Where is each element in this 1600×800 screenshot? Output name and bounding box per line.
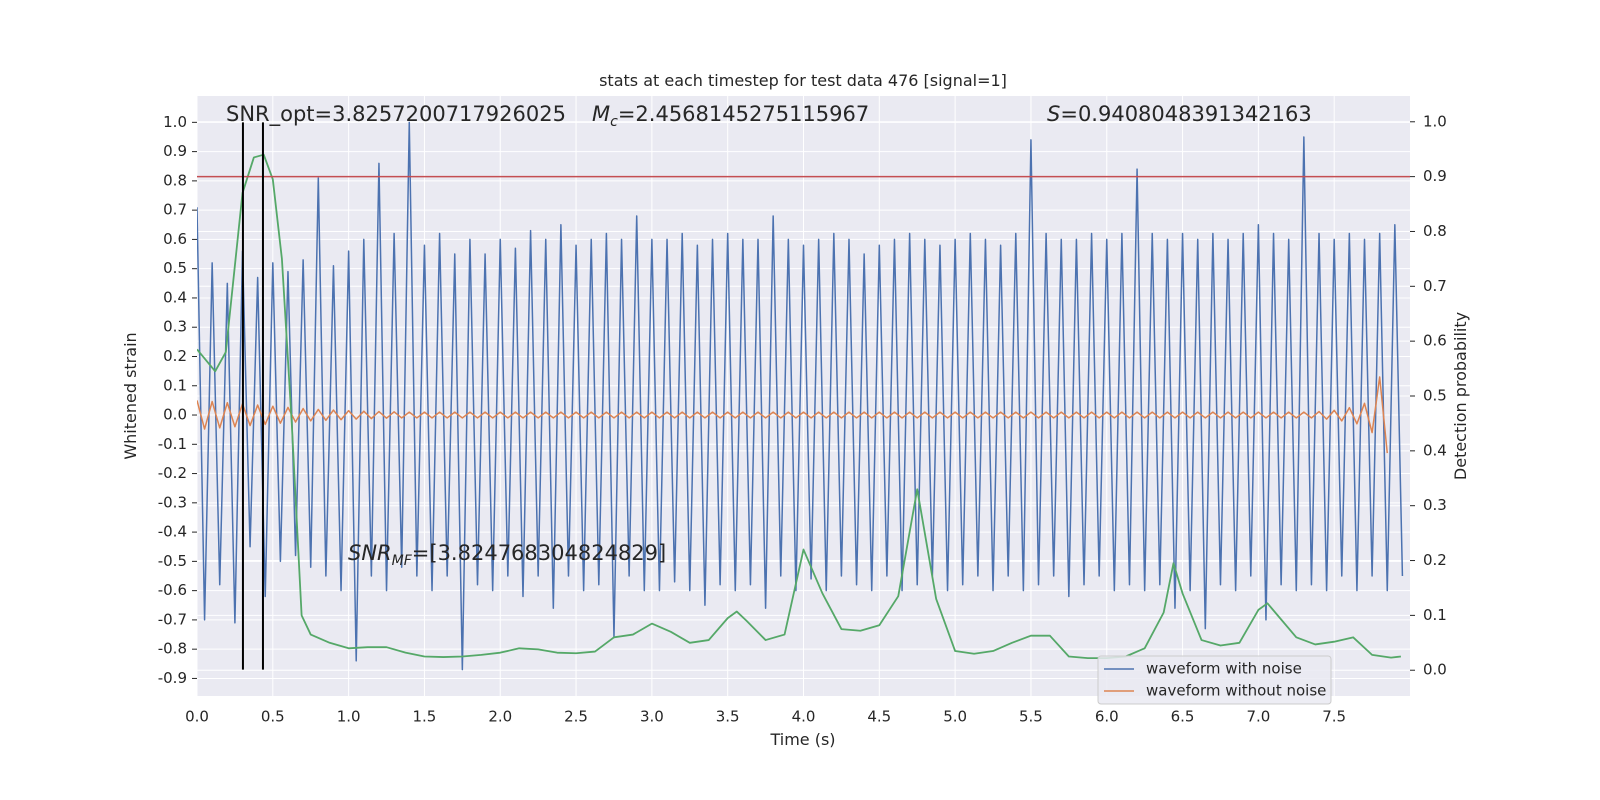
x-tick-label: 0.0 (185, 708, 209, 726)
y2-tick-label: 0.5 (1423, 387, 1447, 405)
y-axis-label: Whitened strain (121, 332, 140, 459)
annotation-snr-mf: SNRMF=[3.824768304824829] (348, 541, 666, 569)
series-line (197, 376, 1389, 454)
legend-label: waveform with noise (1146, 660, 1302, 678)
annotation-s: S=0.9408048391342163 (1047, 102, 1312, 126)
y2-tick-label: 0.6 (1423, 332, 1447, 350)
legend-box (1097, 655, 1332, 705)
y-tick-label: -0.9 (158, 669, 187, 687)
y2-tick-label: 0.8 (1423, 222, 1447, 240)
y-tick-label: 0.5 (163, 259, 187, 277)
y-tick-label: 0.6 (163, 230, 187, 248)
x-tick-label: 5.5 (1019, 708, 1043, 726)
x-tick-label: 5.0 (943, 708, 967, 726)
series-line (197, 121, 1404, 671)
x-tick-label: 0.5 (261, 708, 285, 726)
annotation-value: =2.4568145275115967 (618, 102, 869, 126)
x-tick-label: 7.0 (1246, 708, 1270, 726)
annotation-symbol: M (592, 102, 610, 126)
grid (196, 96, 1410, 696)
x-tick-label: 3.5 (716, 708, 740, 726)
x-tick-label: 4.5 (867, 708, 891, 726)
y2-tick-label: 0.4 (1423, 441, 1447, 459)
y-tick-label: 0.8 (163, 171, 187, 189)
y-tick-label: -0.8 (158, 640, 187, 658)
y2-tick-label: 0.3 (1423, 496, 1447, 514)
annotation-subscript: c (610, 114, 618, 130)
y-tick-label: 0.3 (163, 318, 187, 336)
y-tick-label: -0.1 (158, 435, 187, 453)
legend: waveform with noise waveform without noi… (1097, 655, 1332, 705)
plot-marks (197, 121, 1410, 671)
x-tick-label: 2.0 (488, 708, 512, 726)
y-tick-label: 0.4 (163, 288, 187, 306)
labels: 0.0 0.5 1.0 1.5 2.0 2.5 3.0 3.5 4.0 4.5 5.0 5.5 6.0 6… (158, 112, 1447, 725)
series-line (197, 153, 1401, 660)
annotation-mc: Mc=2.4568145275115967 (592, 102, 869, 130)
y2-tick-label: 0.2 (1423, 551, 1447, 569)
y-tick-label: -0.3 (158, 493, 187, 511)
x-tick-label: 7.5 (1322, 708, 1346, 726)
annotation-snr-opt: SNR_opt=3.8257200717926025 (226, 102, 566, 127)
annotation-symbol: S (1047, 102, 1060, 126)
chart-title: stats at each timestep for test data 476… (599, 71, 1007, 90)
y2-axis-label: Detection probability (1451, 312, 1470, 480)
y2-tick-label: 0.7 (1423, 277, 1447, 295)
y-tick-label: -0.7 (158, 610, 187, 628)
legend-label: waveform without noise (1146, 682, 1326, 700)
annotation-value: =0.9408048391342163 (1060, 102, 1311, 126)
y-tick-label: 1.0 (163, 113, 187, 131)
y-tick-label: 0.2 (163, 347, 187, 365)
x-tick-label: 4.0 (792, 708, 816, 726)
x-tick-label: 1.5 (413, 708, 437, 726)
y2-tick-label: 1.0 (1423, 112, 1447, 130)
x-axis-label: Time (s) (769, 730, 835, 749)
y2-tick-label: 0.1 (1423, 606, 1447, 624)
y-tick-label: 0.7 (163, 201, 187, 219)
x-tick-label: 6.5 (1171, 708, 1195, 726)
annotation-subscript: MF (392, 553, 413, 569)
y2-tick-label: 0.0 (1423, 661, 1447, 679)
y-tick-label: -0.4 (158, 523, 187, 541)
y-tick-label: 0.1 (163, 376, 187, 394)
x-tick-label: 1.0 (337, 708, 361, 726)
y-tick-label: -0.2 (158, 464, 187, 482)
x-tick-label: 6.0 (1095, 708, 1119, 726)
y-tick-label: 0.0 (163, 406, 187, 424)
y-tick-label: -0.6 (158, 581, 187, 599)
annotation-value: =[3.824768304824829] (412, 541, 666, 565)
annotation-symbol: SNR (348, 541, 392, 565)
y-tick-label: -0.5 (158, 552, 187, 570)
y2-tick-label: 0.9 (1423, 167, 1447, 185)
y-tick-label: 0.9 (163, 142, 187, 160)
x-tick-label: 2.5 (564, 708, 588, 726)
x-tick-label: 3.0 (640, 708, 664, 726)
